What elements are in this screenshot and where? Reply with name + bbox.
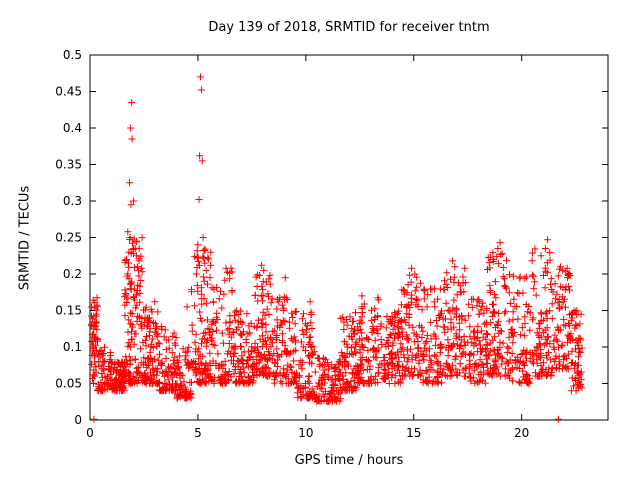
y-axis-label: SRMTID / TECUs xyxy=(17,185,33,291)
x-axis-label: GPS time / hours xyxy=(294,453,404,468)
y-tick-label: 0.5 xyxy=(63,48,82,62)
x-tick-label: 15 xyxy=(406,426,421,440)
y-tick-label: 0.45 xyxy=(55,85,82,99)
y-tick-label: 0.1 xyxy=(63,340,82,354)
y-tick-label: 0 xyxy=(74,413,82,427)
y-tick-label: 0.3 xyxy=(63,194,82,208)
chart-title: Day 139 of 2018, SRMTID for receiver tnt… xyxy=(208,20,490,35)
y-tick-label: 0.05 xyxy=(55,377,82,391)
data-points xyxy=(87,73,586,423)
x-tick-label: 20 xyxy=(514,426,529,440)
x-tick-label: 10 xyxy=(298,426,313,440)
y-tick-label: 0.4 xyxy=(63,121,82,135)
y-tick-label: 0.15 xyxy=(55,304,82,318)
x-tick-label: 5 xyxy=(194,426,202,440)
y-tick-label: 0.25 xyxy=(55,231,82,245)
y-tick-label: 0.35 xyxy=(55,158,82,172)
y-tick-label: 0.2 xyxy=(63,267,82,281)
x-tick-label: 0 xyxy=(86,426,94,440)
